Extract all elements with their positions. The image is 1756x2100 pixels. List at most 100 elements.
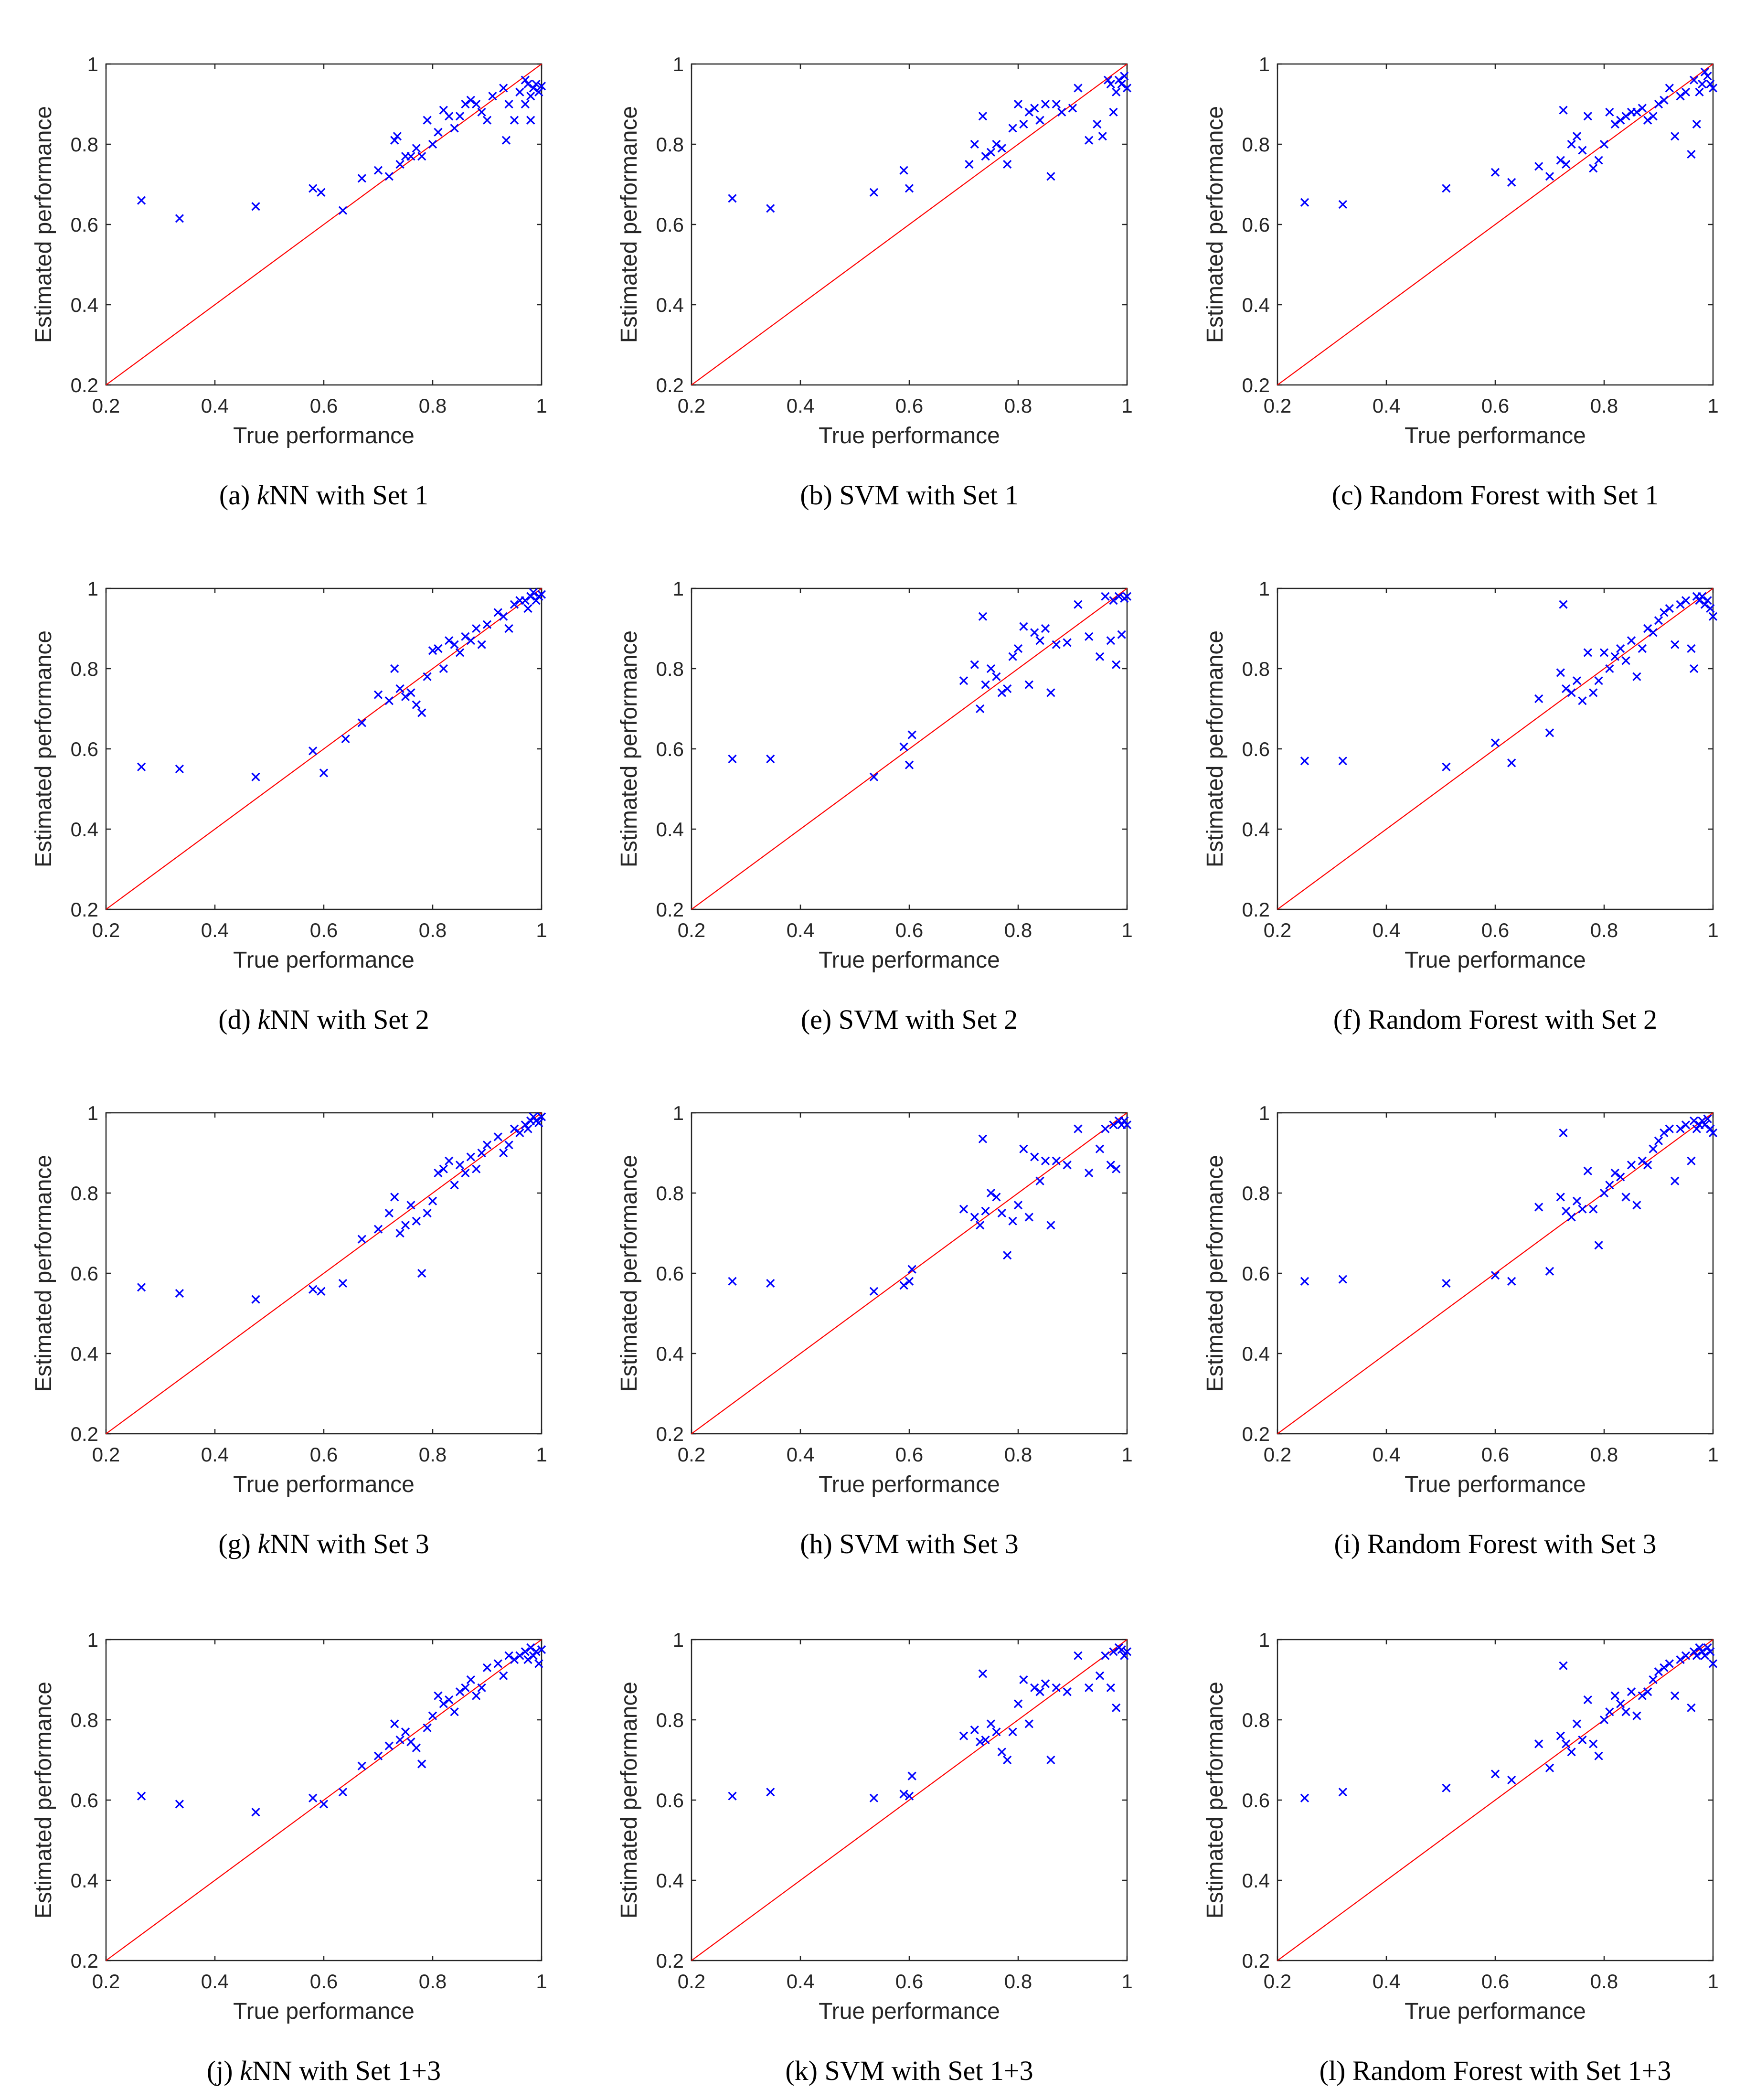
x-tick-label: 0.6 (310, 919, 338, 941)
data-point (338, 1279, 348, 1288)
y-tick-label: 0.6 (656, 1262, 684, 1285)
data-point (1534, 1739, 1543, 1748)
data-point (1035, 1176, 1044, 1185)
caption-prefix: (f) (1333, 1004, 1368, 1035)
caption-model: NN (252, 2055, 299, 2086)
data-point (1689, 1116, 1699, 1125)
y-tick-label: 0.6 (1242, 1262, 1270, 1285)
data-point (978, 612, 988, 621)
y-tick-label: 1 (1259, 53, 1270, 75)
x-tick-label: 0.6 (310, 1443, 338, 1466)
y-tick-label: 0.8 (71, 1182, 98, 1205)
x-axis-label: True performance (233, 948, 415, 973)
plot-b: 0.2 0.4 0.6 0.8 1 0.2 0.4 0.6 0.8 1 True performan… (617, 53, 1133, 511)
data-point (1665, 1659, 1674, 1668)
data-point (1594, 156, 1603, 165)
data-point (905, 760, 914, 769)
data-point (455, 1687, 465, 1696)
data-point (445, 1695, 454, 1705)
data-point (1649, 628, 1658, 637)
reference-line-y-equals-x (691, 588, 1128, 910)
data-point (766, 204, 775, 213)
data-point (395, 1735, 404, 1745)
reference-line-y-equals-x (1277, 588, 1713, 910)
y-tick-label: 0.2 (656, 1423, 684, 1445)
data-point (1300, 198, 1309, 207)
data-point (1545, 1267, 1554, 1276)
data-point (434, 128, 443, 137)
data-point (1559, 600, 1568, 609)
x-tick-label: 1 (1121, 1443, 1132, 1466)
data-point (1008, 1216, 1017, 1226)
data-point (450, 124, 459, 133)
data-point (1103, 75, 1113, 85)
data-point (373, 1225, 383, 1234)
data-point (1074, 84, 1083, 93)
data-point (1616, 1173, 1625, 1182)
data-point (1638, 104, 1647, 113)
data-point (1605, 1707, 1614, 1716)
data-point (1338, 757, 1347, 766)
data-point (1003, 1251, 1012, 1260)
data-point (1689, 75, 1699, 85)
data-point (1708, 612, 1718, 621)
data-point (766, 1788, 775, 1797)
y-axis-label: Estimated performance (31, 1155, 56, 1392)
data-point (537, 1645, 546, 1654)
y-tick-label: 0.8 (71, 133, 98, 156)
y-tick-label: 0.4 (71, 294, 98, 316)
data-point (1442, 184, 1451, 193)
data-point (1676, 92, 1685, 101)
data-point (1490, 738, 1500, 747)
data-point (899, 1790, 908, 1799)
data-point (537, 590, 546, 599)
data-point (1112, 1164, 1121, 1173)
data-point (393, 132, 402, 141)
data-point (981, 1735, 990, 1745)
subplot-caption: (e) SVM with Set 2 (801, 1004, 1018, 1035)
y-axis-label: Estimated performance (1203, 1155, 1228, 1392)
y-tick-label: 0.6 (71, 738, 98, 760)
data-point (428, 139, 437, 149)
data-point (534, 1118, 543, 1128)
data-point (445, 112, 454, 121)
data-point (1572, 1719, 1582, 1728)
data-point (504, 99, 513, 109)
data-point (970, 1213, 979, 1222)
data-point (976, 1738, 985, 1747)
data-point (766, 754, 775, 764)
caption-model-k: k (240, 2055, 253, 2086)
data-point (1621, 1193, 1630, 1202)
data-point (728, 194, 737, 203)
data-point (1024, 1213, 1033, 1222)
data-point (1687, 149, 1696, 159)
data-point (1703, 72, 1712, 81)
y-tick-label: 0.2 (1242, 1423, 1270, 1445)
x-tick-label: 0.6 (1481, 1443, 1509, 1466)
data-point (1098, 132, 1107, 141)
data-point (493, 1659, 502, 1668)
plot-a: 0.2 0.4 0.6 0.8 1 0.2 0.4 0.6 0.8 1 True performan… (31, 53, 547, 511)
data-point (1708, 1659, 1718, 1668)
plot-e: 0.2 0.4 0.6 0.8 1 0.2 0.4 0.6 0.8 1 True performan… (617, 577, 1133, 1035)
x-tick-label: 0.2 (1264, 1443, 1291, 1466)
data-point (455, 112, 465, 121)
data-point (1122, 592, 1132, 601)
data-point (1708, 1128, 1718, 1138)
data-point (978, 112, 988, 121)
data-point (959, 1731, 968, 1740)
data-point (869, 1793, 879, 1802)
y-tick-label: 0.4 (1242, 1343, 1270, 1365)
y-tick-label: 0.8 (1242, 658, 1270, 680)
x-tick-label: 0.4 (201, 919, 229, 941)
data-point (499, 1148, 508, 1158)
data-point (1046, 172, 1055, 181)
y-tick-label: 0.8 (1242, 133, 1270, 156)
data-point (175, 214, 184, 223)
data-point (1692, 1651, 1701, 1660)
data-point (521, 75, 530, 85)
data-point (450, 1181, 459, 1190)
data-point (251, 1295, 260, 1304)
x-tick-label: 0.4 (1373, 1443, 1400, 1466)
data-point (1632, 1201, 1641, 1210)
